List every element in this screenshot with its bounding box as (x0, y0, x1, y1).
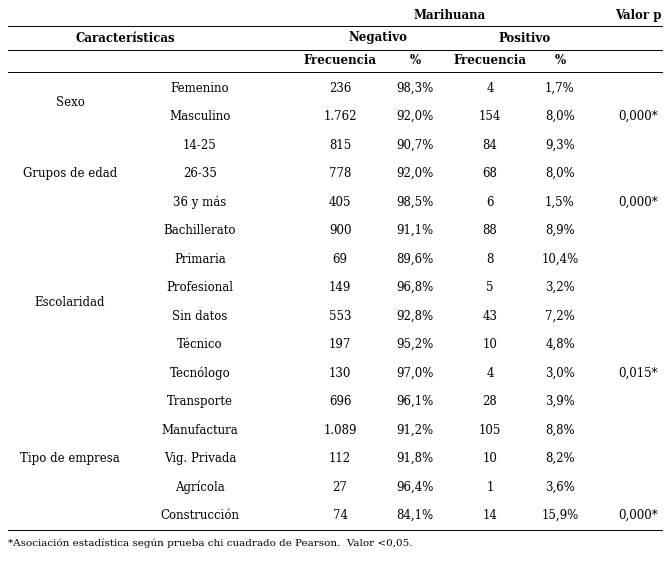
Text: Vig. Privada: Vig. Privada (163, 452, 237, 465)
Text: 10: 10 (482, 452, 497, 465)
Text: %: % (409, 54, 421, 67)
Text: 98,3%: 98,3% (397, 82, 433, 95)
Text: 91,2%: 91,2% (397, 424, 433, 437)
Text: 3,0%: 3,0% (545, 367, 575, 380)
Text: 9,3%: 9,3% (545, 139, 575, 152)
Text: Técnico: Técnico (177, 338, 223, 351)
Text: 90,7%: 90,7% (397, 139, 433, 152)
Text: Bachillerato: Bachillerato (163, 224, 237, 237)
Text: Características: Características (75, 32, 175, 45)
Text: 3,2%: 3,2% (545, 281, 575, 294)
Text: 1.762: 1.762 (323, 110, 356, 123)
Text: 27: 27 (332, 481, 348, 494)
Text: Positivo: Positivo (499, 32, 551, 45)
Text: 88: 88 (482, 224, 497, 237)
Text: 28: 28 (482, 395, 497, 408)
Text: 1,5%: 1,5% (545, 196, 575, 209)
Text: Masculino: Masculino (170, 110, 230, 123)
Text: Primaria: Primaria (174, 253, 226, 265)
Text: 91,8%: 91,8% (397, 452, 433, 465)
Text: 96,1%: 96,1% (397, 395, 433, 408)
Text: Tecnólogo: Tecnólogo (170, 366, 230, 380)
Text: 8,2%: 8,2% (545, 452, 575, 465)
Text: 8,8%: 8,8% (545, 424, 575, 437)
Text: Agrícola: Agrícola (175, 481, 225, 494)
Text: Sexo: Sexo (56, 96, 84, 109)
Text: 43: 43 (482, 310, 498, 323)
Text: 7,2%: 7,2% (545, 310, 575, 323)
Text: Valor p: Valor p (615, 9, 661, 22)
Text: 1,7%: 1,7% (545, 82, 575, 95)
Text: Negativo: Negativo (348, 32, 407, 45)
Text: 8,0%: 8,0% (545, 110, 575, 123)
Text: 69: 69 (332, 253, 348, 265)
Text: 68: 68 (482, 167, 497, 180)
Text: 4: 4 (486, 82, 494, 95)
Text: 197: 197 (329, 338, 351, 351)
Text: Frecuencia: Frecuencia (304, 54, 377, 67)
Text: 236: 236 (329, 82, 351, 95)
Text: 10: 10 (482, 338, 497, 351)
Text: 84,1%: 84,1% (397, 509, 433, 522)
Text: 98,5%: 98,5% (397, 196, 433, 209)
Text: Transporte: Transporte (167, 395, 233, 408)
Text: 14: 14 (482, 509, 497, 522)
Text: 92,8%: 92,8% (397, 310, 433, 323)
Text: 149: 149 (329, 281, 351, 294)
Text: Sin datos: Sin datos (172, 310, 228, 323)
Text: 8: 8 (486, 253, 494, 265)
Text: 14-25: 14-25 (183, 139, 217, 152)
Text: 96,4%: 96,4% (397, 481, 433, 494)
Text: 10,4%: 10,4% (541, 253, 579, 265)
Text: 112: 112 (329, 452, 351, 465)
Text: 15,9%: 15,9% (541, 509, 579, 522)
Text: 900: 900 (329, 224, 351, 237)
Text: Manufactura: Manufactura (161, 424, 239, 437)
Text: 96,8%: 96,8% (397, 281, 433, 294)
Text: 36 y más: 36 y más (174, 196, 226, 209)
Text: 0,000*: 0,000* (618, 110, 658, 123)
Text: 815: 815 (329, 139, 351, 152)
Text: 95,2%: 95,2% (397, 338, 433, 351)
Text: 0,015*: 0,015* (618, 367, 658, 380)
Text: 105: 105 (479, 424, 501, 437)
Text: 405: 405 (329, 196, 351, 209)
Text: 5: 5 (486, 281, 494, 294)
Text: %: % (555, 54, 565, 67)
Text: 130: 130 (329, 367, 351, 380)
Text: 6: 6 (486, 196, 494, 209)
Text: 8,0%: 8,0% (545, 167, 575, 180)
Text: 0,000*: 0,000* (618, 196, 658, 209)
Text: 696: 696 (329, 395, 351, 408)
Text: 553: 553 (329, 310, 351, 323)
Text: Profesional: Profesional (167, 281, 234, 294)
Text: 97,0%: 97,0% (397, 367, 433, 380)
Text: 89,6%: 89,6% (397, 253, 433, 265)
Text: 92,0%: 92,0% (397, 167, 433, 180)
Text: 0,000*: 0,000* (618, 509, 658, 522)
Text: 74: 74 (332, 509, 348, 522)
Text: Femenino: Femenino (171, 82, 229, 95)
Text: Escolaridad: Escolaridad (35, 295, 105, 308)
Text: *Asociación estadística según prueba chi cuadrado de Pearson.  Valor <0,05.: *Asociación estadística según prueba chi… (8, 539, 413, 548)
Text: 26-35: 26-35 (183, 167, 217, 180)
Text: 84: 84 (482, 139, 497, 152)
Text: Construcción: Construcción (161, 509, 239, 522)
Text: 92,0%: 92,0% (397, 110, 433, 123)
Text: 3,6%: 3,6% (545, 481, 575, 494)
Text: 154: 154 (479, 110, 501, 123)
Text: 3,9%: 3,9% (545, 395, 575, 408)
Text: 778: 778 (329, 167, 351, 180)
Text: Grupos de edad: Grupos de edad (23, 167, 117, 180)
Text: Marihuana: Marihuana (414, 9, 486, 22)
Text: Tipo de empresa: Tipo de empresa (20, 452, 120, 465)
Text: 1: 1 (486, 481, 494, 494)
Text: Frecuencia: Frecuencia (454, 54, 527, 67)
Text: 4,8%: 4,8% (545, 338, 575, 351)
Text: 4: 4 (486, 367, 494, 380)
Text: 91,1%: 91,1% (397, 224, 433, 237)
Text: 1.089: 1.089 (323, 424, 356, 437)
Text: 8,9%: 8,9% (545, 224, 575, 237)
